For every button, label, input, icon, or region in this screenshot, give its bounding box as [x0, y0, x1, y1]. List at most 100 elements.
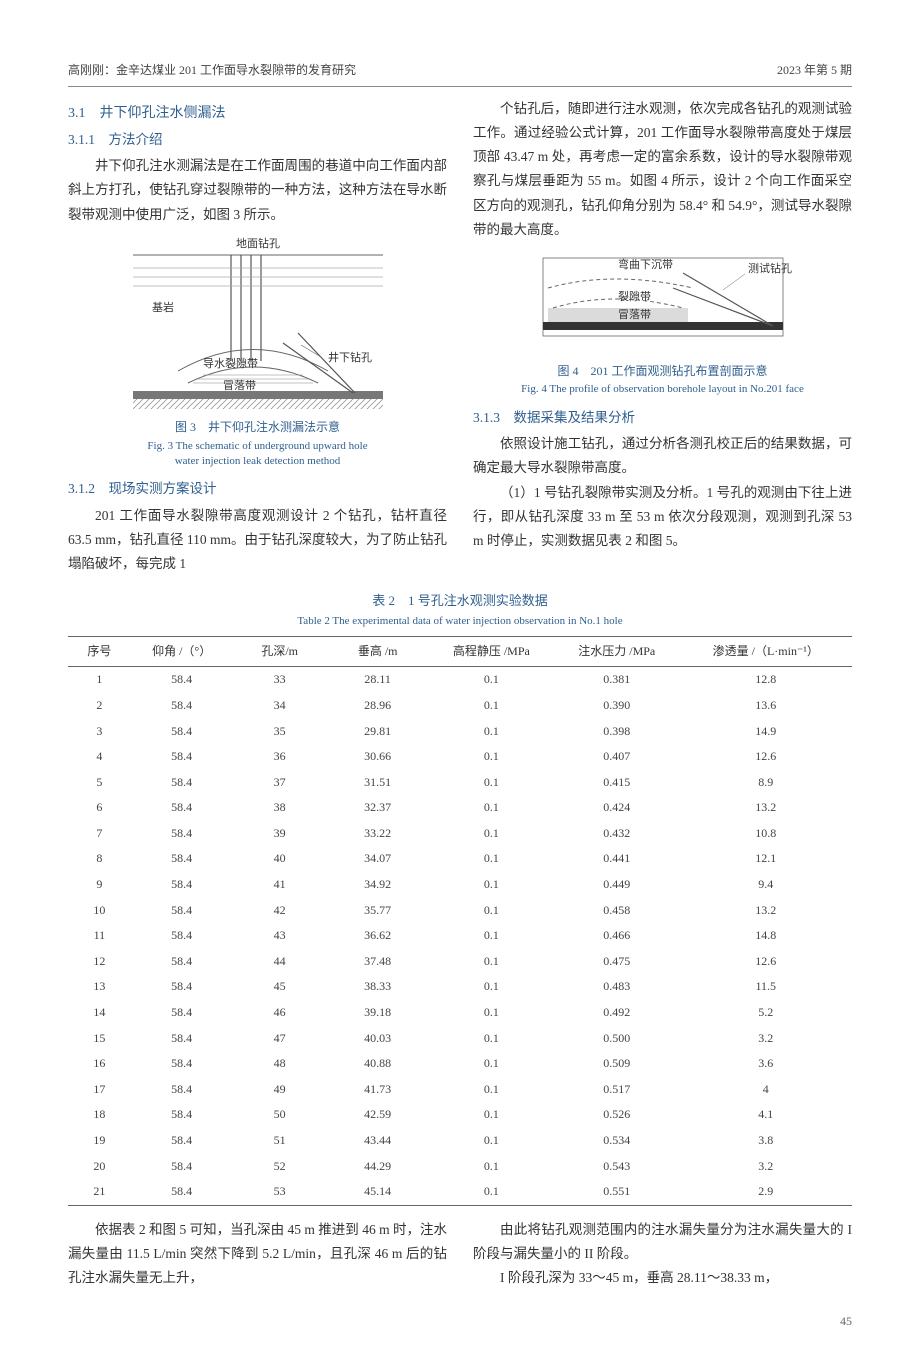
table-cell: 1 [68, 667, 131, 693]
table-cell: 0.466 [554, 923, 679, 949]
table-cell: 58.4 [131, 667, 233, 693]
table2-title-en: Table 2 The experimental data of water i… [68, 612, 852, 632]
table-cell: 58.4 [131, 719, 233, 745]
table-cell: 58.4 [131, 1102, 233, 1128]
table-cell: 49 [233, 1077, 327, 1103]
table-cell: 0.1 [429, 949, 554, 975]
table-cell: 0.1 [429, 770, 554, 796]
table-row: 1958.45143.440.10.5343.8 [68, 1128, 852, 1154]
table-cell: 5 [68, 770, 131, 796]
table-cell: 16 [68, 1051, 131, 1077]
table-cell: 47 [233, 1026, 327, 1052]
table-cell: 12.6 [679, 949, 852, 975]
table-cell: 35.77 [327, 898, 429, 924]
table-cell: 58.4 [131, 1000, 233, 1026]
table-cell: 0.517 [554, 1077, 679, 1103]
figure-3-svg: 地面钻孔 基岩 [123, 233, 393, 413]
fig3-label-underhole: 井下钻孔 [328, 350, 372, 364]
table-cell: 34.92 [327, 872, 429, 898]
table-cell: 43.44 [327, 1128, 429, 1154]
fig4-label-testhole: 测试钻孔 [748, 261, 792, 275]
table-row: 1858.45042.590.10.5264.1 [68, 1102, 852, 1128]
table-row: 958.44134.920.10.4499.4 [68, 872, 852, 898]
table-cell: 58.4 [131, 974, 233, 1000]
fig4-caption-cn: 图 4 201 工作面观测钻孔布置剖面示意 [473, 361, 852, 383]
table-cell: 40.03 [327, 1026, 429, 1052]
table-cell: 0.398 [554, 719, 679, 745]
fig4-caption-en: Fig. 4 The profile of observation boreho… [473, 382, 852, 397]
table-row: 1058.44235.770.10.45813.2 [68, 898, 852, 924]
table2-header-cell: 孔深/m [233, 636, 327, 667]
table-cell: 58.4 [131, 1128, 233, 1154]
table-cell: 58.4 [131, 923, 233, 949]
sec-3-1: 3.1 井下仰孔注水侧漏法 [68, 101, 447, 126]
table-cell: 34 [233, 693, 327, 719]
table-cell: 44.29 [327, 1154, 429, 1180]
table-cell: 58.4 [131, 949, 233, 975]
table2-title-cn: 表 2 1 号孔注水观测实验数据 [68, 589, 852, 612]
figure-3: 地面钻孔 基岩 [68, 233, 447, 469]
table-cell: 0.458 [554, 898, 679, 924]
table-cell: 7 [68, 821, 131, 847]
table-cell: 0.1 [429, 693, 554, 719]
table-cell: 58.4 [131, 898, 233, 924]
table-cell: 0.449 [554, 872, 679, 898]
fig4-label-caving: 冒落带 [618, 308, 651, 321]
table-cell: 58.4 [131, 821, 233, 847]
table-cell: 58.4 [131, 795, 233, 821]
table-cell: 0.483 [554, 974, 679, 1000]
fig3-caption-cn: 图 3 井下仰孔注水测漏法示意 [68, 417, 447, 439]
table-cell: 53 [233, 1179, 327, 1205]
table-cell: 36.62 [327, 923, 429, 949]
table-row: 1158.44336.620.10.46614.8 [68, 923, 852, 949]
table-cell: 41 [233, 872, 327, 898]
table-row: 1358.44538.330.10.48311.5 [68, 974, 852, 1000]
table-cell: 0.475 [554, 949, 679, 975]
table-cell: 0.381 [554, 667, 679, 693]
fig3-label-surface: 地面钻孔 [236, 236, 280, 250]
table-cell: 2 [68, 693, 131, 719]
table-cell: 48 [233, 1051, 327, 1077]
table-cell: 41.73 [327, 1077, 429, 1103]
table-row: 658.43832.370.10.42413.2 [68, 795, 852, 821]
header-left: 高刚刚：金辛达煤业 201 工作面导水裂隙带的发育研究 [68, 60, 356, 82]
table-cell: 0.551 [554, 1179, 679, 1205]
sec-3-1-1: 3.1.1 方法介绍 [68, 128, 447, 152]
fig3-label-caving: 冒落带 [223, 379, 256, 392]
table-cell: 0.1 [429, 872, 554, 898]
fig3-label-fissure: 导水裂隙带 [203, 356, 258, 370]
table-cell: 30.66 [327, 744, 429, 770]
table-cell: 0.432 [554, 821, 679, 847]
table2-header-cell: 渗透量 /（L·min⁻¹） [679, 636, 852, 667]
table-cell: 10.8 [679, 821, 852, 847]
table-row: 158.43328.110.10.38112.8 [68, 667, 852, 693]
table-cell: 0.492 [554, 1000, 679, 1026]
table-cell: 42 [233, 898, 327, 924]
fig3-caption-en-1: Fig. 3 The schematic of underground upwa… [68, 439, 447, 454]
after-table-cols: 依据表 2 和图 5 可知，当孔深由 45 m 推进到 46 m 时，注水漏失量… [68, 1218, 852, 1291]
table-cell: 21 [68, 1179, 131, 1205]
table2-header-cell: 高程静压 /MPa [429, 636, 554, 667]
fig4-label-curve: 弯曲下沉带 [618, 257, 673, 271]
table-row: 1258.44437.480.10.47512.6 [68, 949, 852, 975]
table-cell: 33.22 [327, 821, 429, 847]
page-number: 45 [68, 1311, 852, 1333]
table-cell: 42.59 [327, 1102, 429, 1128]
table-cell: 3.8 [679, 1128, 852, 1154]
table-cell: 50 [233, 1102, 327, 1128]
para-313a: 依照设计施工钻孔，通过分析各测孔校正后的结果数据，可确定最大导水裂隙带高度。 [473, 432, 852, 481]
table-cell: 36 [233, 744, 327, 770]
table-cell: 58.4 [131, 846, 233, 872]
table-cell: 4 [68, 744, 131, 770]
table-cell: 52 [233, 1154, 327, 1180]
table-cell: 6 [68, 795, 131, 821]
table-cell: 10 [68, 898, 131, 924]
table-cell: 12 [68, 949, 131, 975]
table-cell: 34.07 [327, 846, 429, 872]
table-cell: 9 [68, 872, 131, 898]
figure-4: 弯曲下沉带 测试钻孔 裂隙带 冒落带 图 4 201 工作面观测钻孔布置剖面示意… [473, 248, 852, 397]
table-cell: 12.6 [679, 744, 852, 770]
table-row: 458.43630.660.10.40712.6 [68, 744, 852, 770]
table-cell: 58.4 [131, 770, 233, 796]
table-cell: 40.88 [327, 1051, 429, 1077]
